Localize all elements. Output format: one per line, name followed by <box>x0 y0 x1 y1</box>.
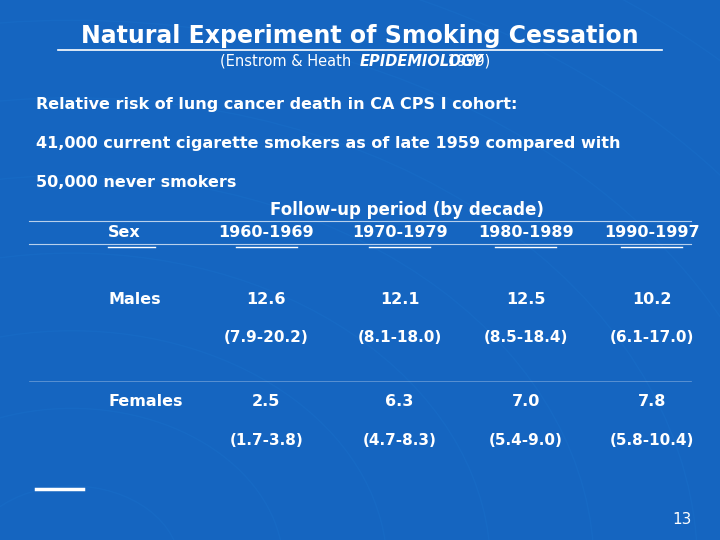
Text: Natural Experiment of Smoking Cessation: Natural Experiment of Smoking Cessation <box>81 24 639 48</box>
Text: EPIDEMIOLOGY: EPIDEMIOLOGY <box>360 54 484 69</box>
Text: 12.5: 12.5 <box>506 292 545 307</box>
Text: (8.5-18.4): (8.5-18.4) <box>483 330 568 346</box>
Text: 50,000 never smokers: 50,000 never smokers <box>36 175 236 190</box>
Text: 41,000 current cigarette smokers as of late 1959 compared with: 41,000 current cigarette smokers as of l… <box>36 136 621 151</box>
Text: (Enstrom & Heath: (Enstrom & Heath <box>220 54 360 69</box>
Text: (4.7-8.3): (4.7-8.3) <box>363 433 436 448</box>
Text: 1980-1989: 1980-1989 <box>478 225 573 240</box>
Text: (7.9-20.2): (7.9-20.2) <box>224 330 309 346</box>
Text: Sex: Sex <box>108 225 140 240</box>
Text: Relative risk of lung cancer death in CA CPS I cohort:: Relative risk of lung cancer death in CA… <box>36 97 518 112</box>
Text: 6.3: 6.3 <box>385 394 414 409</box>
Text: 13: 13 <box>672 511 691 526</box>
Text: 7.8: 7.8 <box>637 394 666 409</box>
Text: (5.8-10.4): (5.8-10.4) <box>609 433 694 448</box>
Text: (5.4-9.0): (5.4-9.0) <box>489 433 562 448</box>
Text: Follow-up period (by decade): Follow-up period (by decade) <box>270 201 544 219</box>
Text: 1960-1969: 1960-1969 <box>219 225 314 240</box>
Text: 1999): 1999) <box>443 54 490 69</box>
Text: 1990-1997: 1990-1997 <box>604 225 699 240</box>
Text: 1970-1979: 1970-1979 <box>352 225 447 240</box>
Text: 12.6: 12.6 <box>247 292 286 307</box>
Text: Males: Males <box>108 292 161 307</box>
Text: (6.1-17.0): (6.1-17.0) <box>609 330 694 346</box>
Text: 12.1: 12.1 <box>380 292 419 307</box>
Text: 10.2: 10.2 <box>632 292 671 307</box>
Text: 2.5: 2.5 <box>252 394 281 409</box>
Text: Females: Females <box>108 394 182 409</box>
Text: (1.7-3.8): (1.7-3.8) <box>230 433 303 448</box>
Text: 7.0: 7.0 <box>511 394 540 409</box>
Text: (8.1-18.0): (8.1-18.0) <box>357 330 442 346</box>
